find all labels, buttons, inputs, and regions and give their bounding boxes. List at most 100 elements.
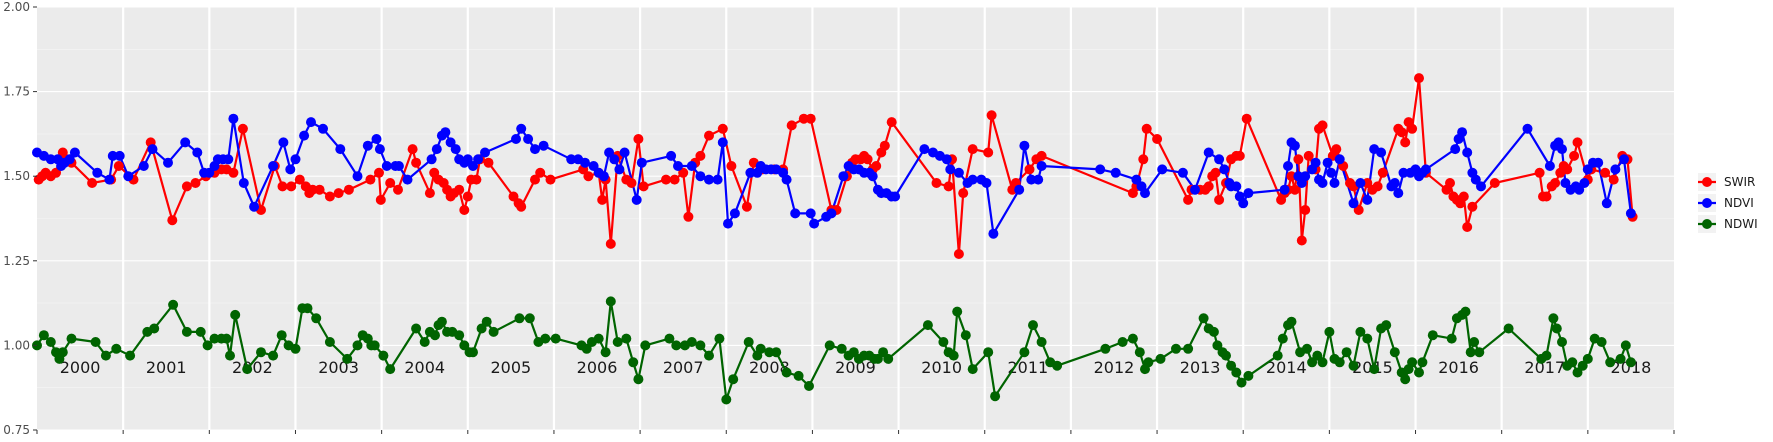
data-point-ndvi [306, 117, 316, 128]
data-point-ndwi [1317, 357, 1328, 368]
data-point-swir [1600, 167, 1611, 178]
data-point-ndwi [514, 313, 525, 324]
data-point-ndvi [431, 144, 442, 155]
data-point-swir [167, 215, 178, 226]
data-point-ndwi [1620, 340, 1631, 351]
y-axis: 0.75 1.00 1.25 1.50 1.75 2.00 [3, 0, 37, 437]
data-point-ndwi [1400, 374, 1411, 385]
data-point-swir [1458, 191, 1469, 202]
data-point-ndvi [666, 150, 677, 161]
data-point-ndwi [1557, 337, 1567, 347]
data-point-swir [741, 201, 752, 212]
legend-label: NDVI [1724, 196, 1754, 210]
data-point-swir [516, 201, 527, 212]
data-point-ndvi [123, 171, 134, 182]
data-point-ndvi [967, 174, 978, 185]
data-point-swir [983, 147, 994, 158]
data-point-ndvi [285, 164, 296, 175]
data-point-ndwi [593, 333, 604, 344]
data-point-ndvi [1398, 167, 1409, 178]
data-point-ndvi [440, 127, 451, 138]
data-point-ndvi [704, 174, 714, 185]
data-point-swir [385, 178, 396, 188]
data-point-ndwi [704, 350, 714, 361]
series-points-ndvi [32, 113, 1636, 239]
data-point-swir [424, 188, 435, 199]
data-point-swir [374, 167, 384, 178]
data-point-ndwi [311, 313, 322, 324]
data-point-swir [1534, 167, 1545, 178]
data-point-ndvi [729, 208, 740, 219]
year-label: 2001 [146, 358, 187, 377]
data-point-swir [1414, 73, 1424, 84]
data-point-swir [986, 110, 997, 121]
data-point-ndwi [1208, 326, 1219, 337]
data-point-ndwi [1171, 343, 1181, 354]
data-point-ndwi [411, 323, 422, 334]
data-point-ndwi [1548, 313, 1559, 324]
data-point-swir [535, 167, 546, 178]
data-point-swir [454, 184, 465, 195]
data-point-ndwi [1143, 357, 1154, 368]
data-point-ndwi [454, 330, 465, 341]
year-label: 2016 [1438, 358, 1479, 377]
data-point-swir [661, 174, 671, 185]
data-point-swir [294, 174, 305, 185]
data-point-ndwi [686, 337, 697, 347]
y-tick-label: 1.00 [3, 338, 30, 352]
data-point-ndvi [1219, 164, 1230, 175]
data-point-ndwi [771, 347, 782, 358]
year-label: 2005 [491, 358, 532, 377]
data-point-swir [1462, 222, 1473, 232]
data-point-ndvi [335, 144, 346, 155]
data-point-swir [583, 171, 594, 182]
data-point-ndwi [605, 296, 616, 307]
data-point-ndwi [1100, 343, 1111, 354]
data-point-ndvi [1322, 157, 1333, 168]
data-point-ndwi [1503, 323, 1514, 334]
data-point-swir [1569, 150, 1580, 161]
data-point-ndwi [1226, 360, 1237, 371]
data-point-ndvi [268, 161, 279, 171]
data-point-swir [1296, 235, 1307, 246]
data-point-ndwi [488, 326, 499, 337]
data-point-ndvi [450, 144, 461, 155]
data-point-ndwi [764, 347, 775, 358]
data-point-ndvi [223, 154, 234, 165]
data-point-swir [1141, 123, 1152, 134]
data-point-ndvi [1557, 144, 1567, 155]
data-point-swir [530, 174, 540, 185]
data-point-swir [967, 144, 978, 155]
data-point-ndwi [242, 364, 253, 375]
data-point-ndwi [1302, 343, 1312, 354]
data-point-ndwi [342, 353, 353, 364]
data-point-swir [1562, 164, 1573, 175]
data-point-ndvi [228, 113, 239, 124]
data-point-ndvi [1036, 161, 1047, 171]
data-point-ndvi [1376, 147, 1387, 158]
data-point-swir [1608, 174, 1619, 185]
data-point-ndwi [1369, 364, 1380, 375]
data-point-ndvi [1420, 164, 1431, 175]
data-point-ndwi [230, 309, 241, 320]
data-point-swir [1203, 181, 1214, 192]
data-point-ndwi [256, 347, 266, 358]
data-point-ndvi [402, 174, 413, 185]
data-point-ndwi [1355, 326, 1366, 337]
data-point-swir [393, 184, 403, 195]
data-point-swir [113, 161, 124, 171]
data-point-ndwi [1134, 347, 1145, 358]
data-point-ndvi [1462, 147, 1473, 158]
data-point-ndwi [1577, 360, 1588, 371]
data-point-ndvi [1014, 184, 1025, 195]
data-point-ndwi [938, 337, 949, 347]
data-point-swir [314, 184, 325, 195]
data-point-ndwi [1474, 347, 1485, 358]
data-point-swir [307, 184, 318, 195]
data-point-ndvi [299, 130, 310, 141]
data-point-ndvi [1033, 174, 1044, 185]
data-point-ndwi [883, 353, 894, 364]
data-point-swir [1489, 178, 1500, 188]
data-point-ndwi [100, 350, 111, 361]
data-point-ndwi [1596, 337, 1607, 347]
